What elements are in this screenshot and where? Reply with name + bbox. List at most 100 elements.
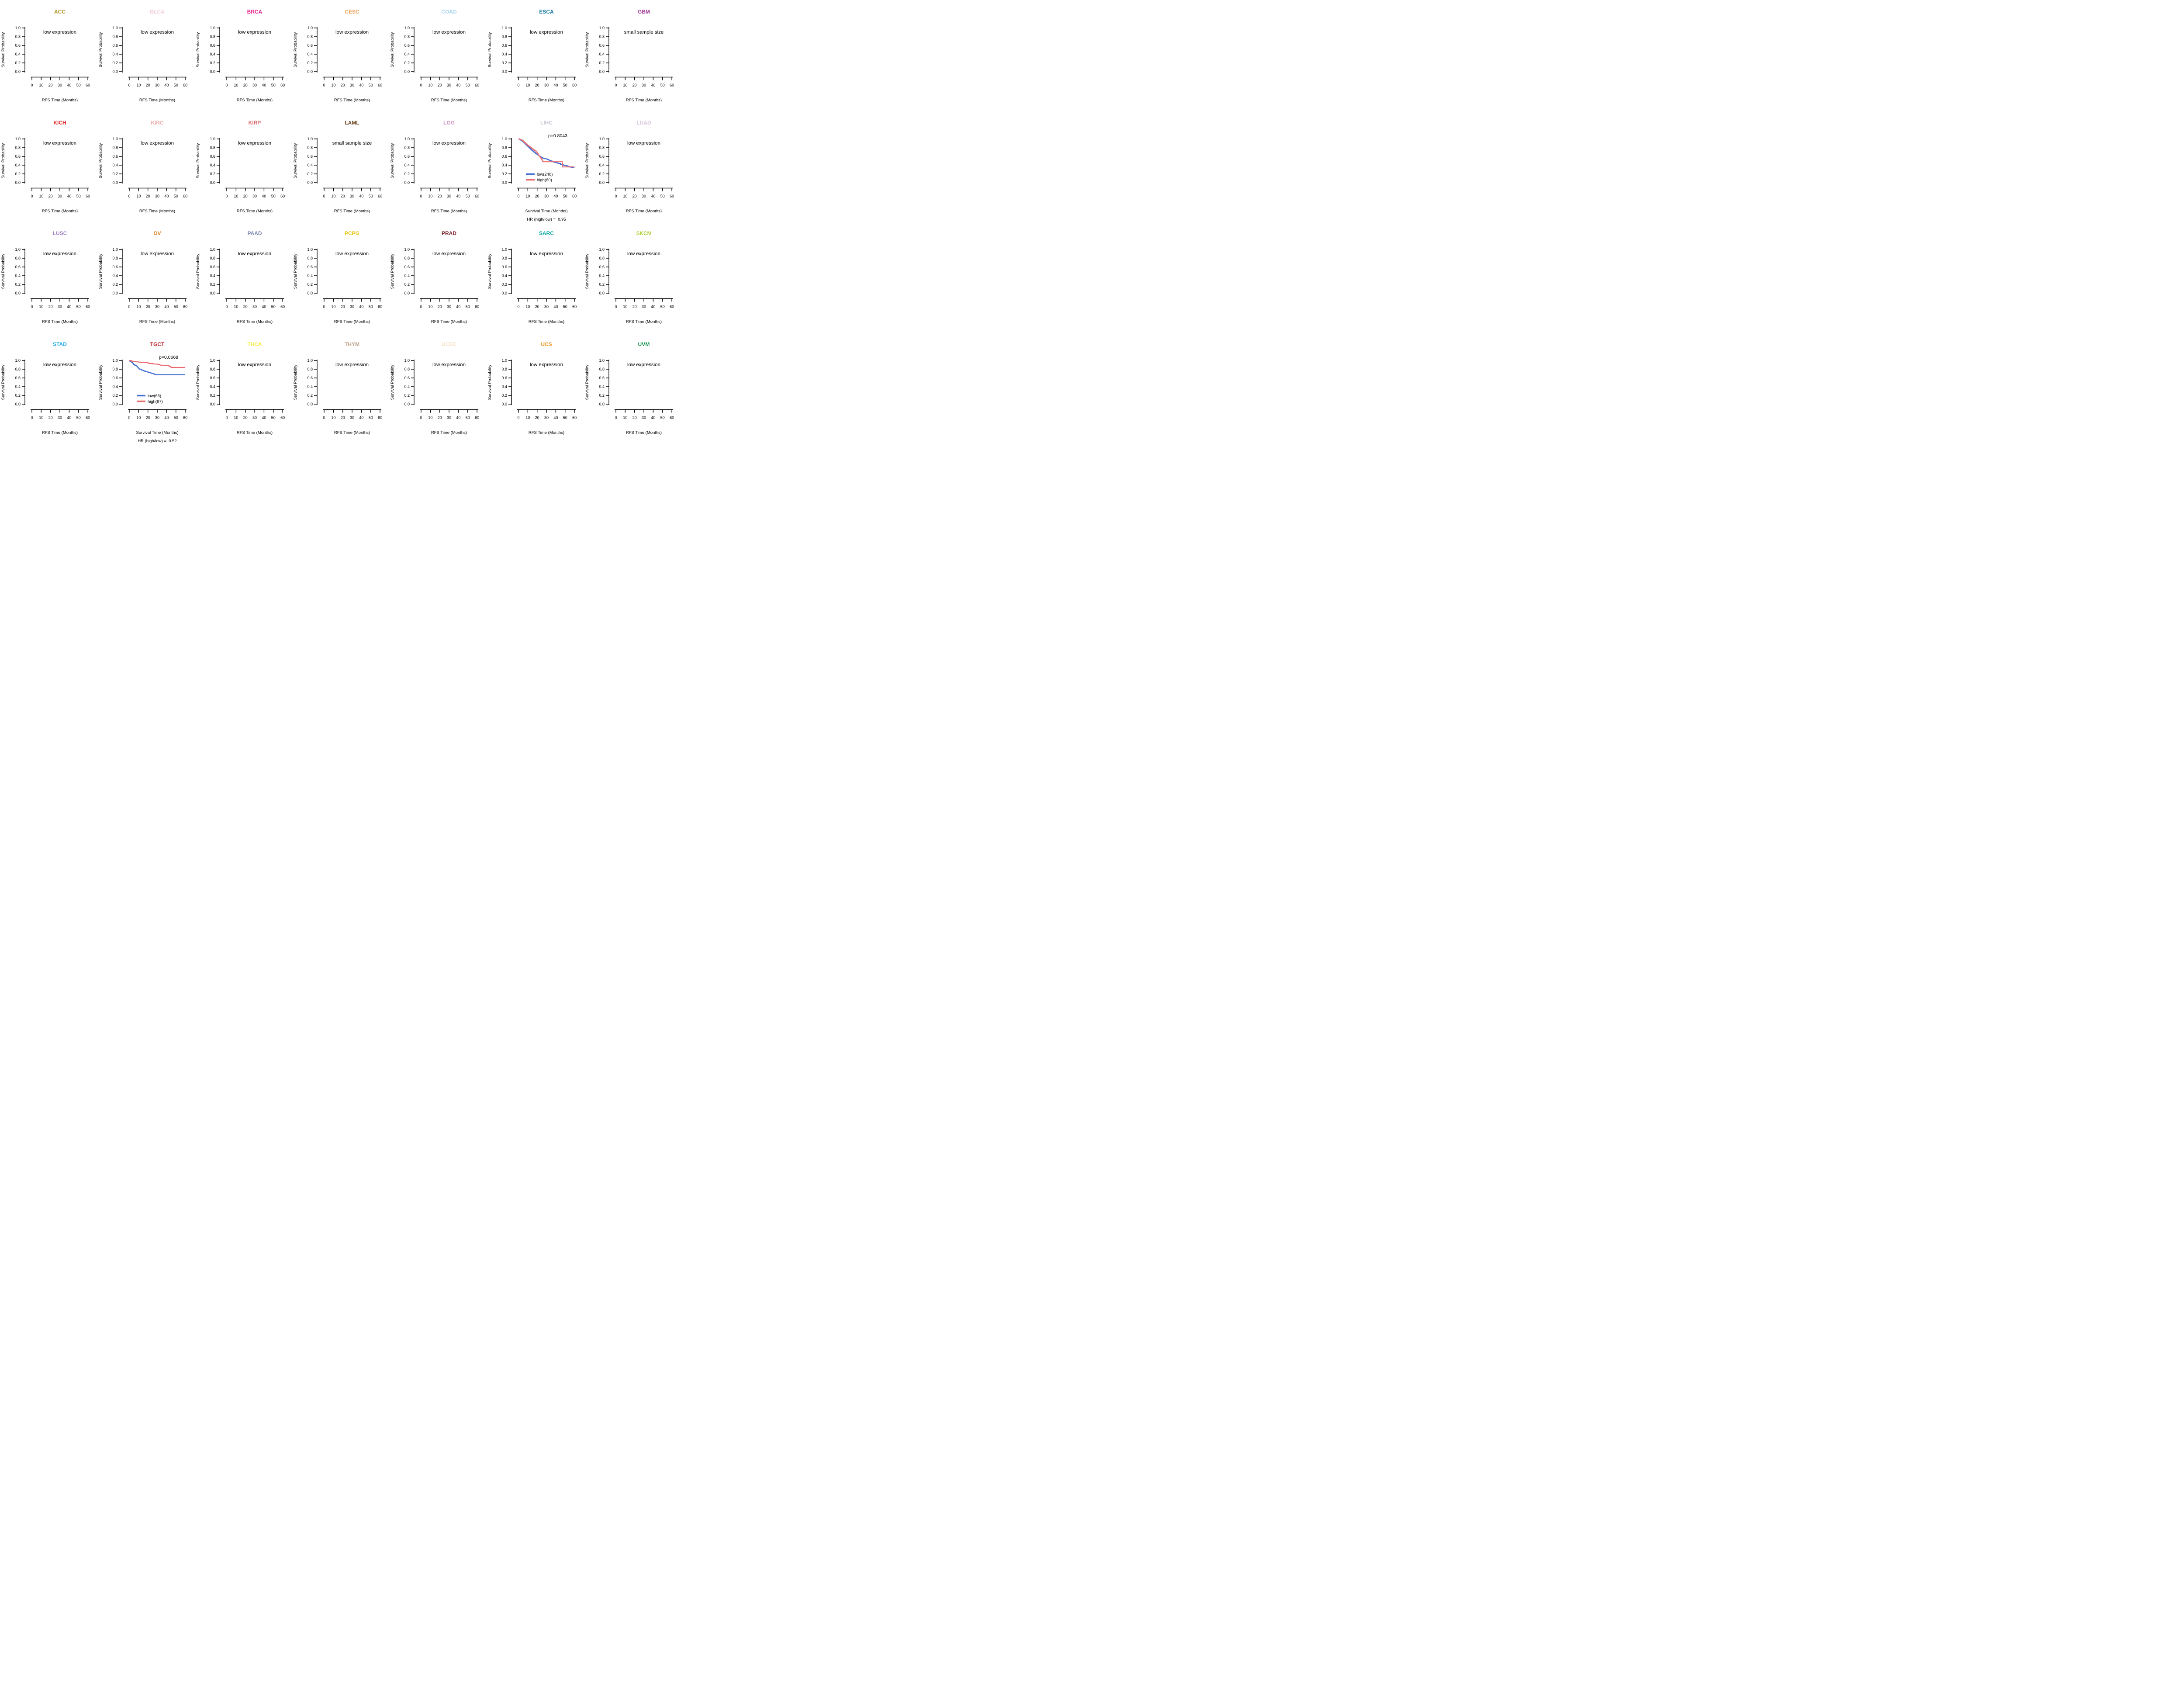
y-axis-title: Survival Probability — [98, 253, 103, 289]
x-tick-label: 10 — [623, 194, 627, 198]
status-message: low expression — [432, 251, 466, 256]
y-axis-title: Survival Probability — [196, 32, 200, 67]
y-tick-label: 0.6 — [210, 376, 215, 380]
y-tick-label: 0.8 — [599, 35, 605, 39]
x-axis-title: RFS Time (Months) — [237, 98, 273, 103]
legend-label-low: low(66) — [148, 393, 161, 398]
x-axis-title: RFS Time (Months) — [626, 319, 662, 324]
y-tick-label: 0.6 — [210, 265, 215, 269]
x-tick-label: 40 — [262, 415, 266, 419]
x-tick-label: 30 — [58, 305, 62, 309]
x-axis — [322, 409, 381, 412]
legend-label-high: high(80) — [537, 177, 552, 182]
x-tick-label: 0 — [31, 83, 33, 87]
x-tick-label: 50 — [76, 83, 81, 87]
y-tick-label: 0.4 — [599, 384, 605, 389]
x-tick-label: 20 — [243, 194, 247, 198]
x-tick-label: 0 — [128, 83, 130, 87]
status-message: small sample size — [332, 141, 372, 146]
x-tick-label: 0 — [518, 194, 520, 198]
x-axis-title: RFS Time (Months) — [42, 208, 78, 213]
x-axis-title: RFS Time (Months) — [431, 208, 467, 213]
y-axis-title: Survival Probability — [1, 253, 6, 289]
x-tick-label: 10 — [39, 415, 43, 419]
y-tick-label: 1.0 — [502, 26, 508, 30]
panel-LUAD: LUAD Survival Probability 0.0 0.2 0.4 0.6 0.8 1… — [584, 111, 681, 222]
x-tick-label: 50 — [466, 83, 470, 87]
x-tick-label: 60 — [475, 305, 480, 309]
x-tick-label: 40 — [456, 83, 461, 87]
x-axis-title: RFS Time (Months) — [529, 430, 564, 435]
y-tick-label: 1.0 — [404, 26, 410, 30]
y-tick-label: 0.2 — [307, 393, 313, 397]
y-tick-label: 1.0 — [599, 247, 605, 252]
status-message: low expression — [335, 251, 369, 256]
x-tick-label: 60 — [475, 83, 480, 87]
panel-OV: OV Survival Probability 0.0 0.2 0.4 0.6 0.8 1.0… — [97, 222, 195, 332]
x-axis-title: RFS Time (Months) — [42, 430, 78, 435]
y-axis — [216, 249, 220, 294]
status-message: low expression — [335, 30, 369, 35]
panel-title: TGCT — [150, 341, 165, 347]
y-axis — [216, 27, 220, 73]
panel-title: COAD — [442, 9, 457, 15]
x-axis — [30, 298, 89, 302]
status-message: low expression — [432, 141, 466, 146]
x-axis-title: RFS Time (Months) — [139, 208, 175, 213]
y-axis — [508, 359, 512, 405]
x-tick-label: 20 — [340, 415, 345, 419]
x-tick-label: 60 — [280, 305, 285, 309]
y-tick-label: 0.6 — [599, 43, 605, 48]
y-tick-label: 0.4 — [307, 274, 313, 278]
x-tick-label: 40 — [359, 305, 363, 309]
x-tick-label: 20 — [146, 305, 150, 309]
x-axis-title: RFS Time (Months) — [334, 208, 370, 213]
panel-LUSC: LUSC Survival Probability 0.0 0.2 0.4 0.6 0.8 1… — [0, 222, 97, 332]
panel-plot-LAML: LAML Survival Probability 0.0 0.2 0.4 0.6 0.8 1… — [293, 120, 382, 214]
y-tick-label: 0.2 — [15, 393, 21, 397]
y-tick-label: 0.8 — [307, 367, 313, 371]
x-tick-label: 40 — [554, 415, 558, 419]
x-tick-label: 40 — [651, 194, 656, 198]
x-tick-label: 50 — [660, 415, 665, 419]
x-axis — [30, 187, 89, 191]
y-tick-label: 0.6 — [404, 154, 410, 159]
x-tick-label: 60 — [670, 305, 674, 309]
y-tick-label: 0.4 — [112, 163, 118, 167]
panel-plot-STAD: STAD Survival Probability 0.0 0.2 0.4 0.6 0.8 1… — [1, 341, 90, 435]
y-axis-title: Survival Probability — [98, 32, 103, 67]
x-tick-label: 10 — [234, 194, 238, 198]
y-tick-label: 0.2 — [404, 282, 410, 287]
y-tick-label: 0.2 — [599, 61, 605, 65]
x-tick-label: 20 — [146, 415, 150, 419]
x-tick-label: 10 — [39, 305, 43, 309]
y-axis — [411, 27, 415, 73]
panel-title: THCA — [247, 341, 262, 347]
y-tick-label: 1.0 — [599, 358, 605, 363]
y-tick-label: 0.0 — [15, 402, 21, 406]
y-tick-label: 0.4 — [404, 274, 410, 278]
x-tick-label: 0 — [323, 415, 325, 419]
panel-plot-COAD: COAD Survival Probability 0.0 0.2 0.4 0.6 0.8 1… — [390, 9, 480, 103]
x-tick-label: 10 — [136, 83, 141, 87]
y-tick-label: 0.4 — [210, 274, 215, 278]
y-tick-label: 0.0 — [112, 69, 118, 74]
x-tick-label: 60 — [280, 83, 285, 87]
y-tick-label: 0.2 — [502, 282, 508, 287]
x-tick-label: 0 — [323, 194, 325, 198]
y-tick-label: 0.0 — [112, 180, 118, 184]
x-tick-label: 0 — [615, 415, 617, 419]
x-tick-label: 20 — [146, 194, 150, 198]
x-tick-label: 40 — [456, 194, 461, 198]
panel-title: LUAD — [636, 120, 651, 126]
x-axis — [615, 187, 674, 191]
panel-plot-THCA: THCA Survival Probability 0.0 0.2 0.4 0.6 0.8 1… — [196, 341, 285, 435]
y-axis — [119, 359, 123, 405]
x-tick-label: 0 — [323, 305, 325, 309]
x-tick-label: 30 — [447, 415, 451, 419]
x-tick-label: 30 — [447, 305, 451, 309]
y-axis — [314, 249, 318, 294]
x-tick-label: 30 — [544, 83, 549, 87]
y-tick-label: 0.2 — [112, 282, 118, 287]
y-tick-label: 1.0 — [404, 358, 410, 363]
